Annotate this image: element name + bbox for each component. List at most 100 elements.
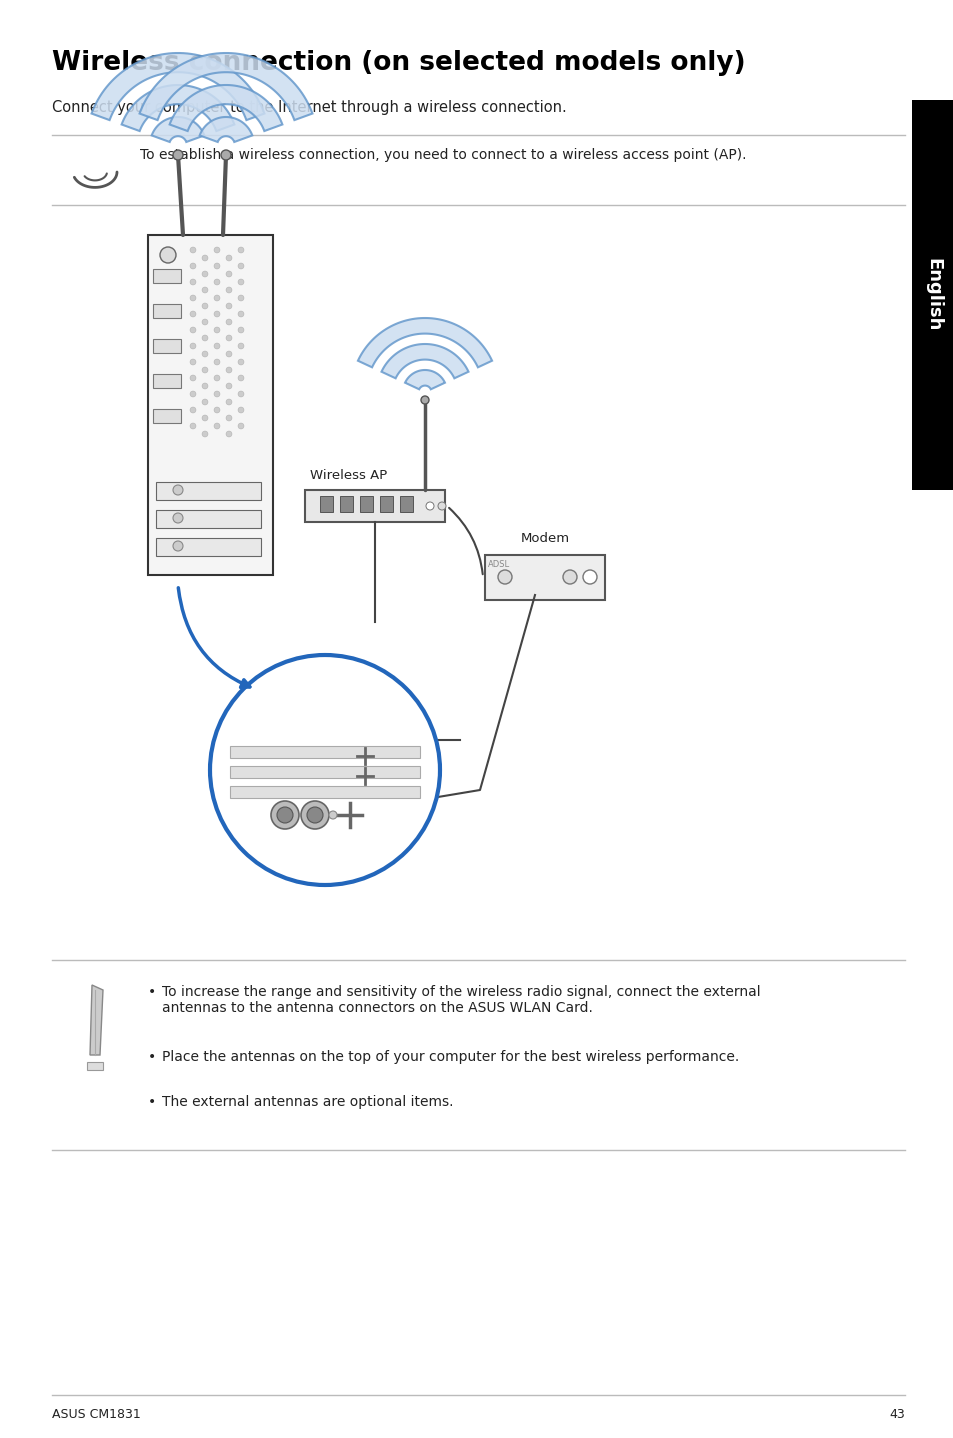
Polygon shape (405, 370, 444, 390)
Bar (156, 538, 261, 557)
Text: To increase the range and sensitivity of the wireless radio signal, connect the : To increase the range and sensitivity of… (162, 985, 760, 1015)
Circle shape (213, 391, 220, 397)
Bar (148, 234, 273, 575)
Circle shape (237, 295, 244, 301)
Text: Wireless connection (on selected models only): Wireless connection (on selected models … (52, 50, 745, 76)
Circle shape (226, 288, 232, 293)
Circle shape (237, 311, 244, 316)
Bar (484, 555, 604, 600)
Text: ADSL: ADSL (488, 559, 510, 569)
Bar (152, 374, 181, 388)
Bar (379, 496, 393, 512)
Circle shape (213, 279, 220, 285)
Circle shape (226, 335, 232, 341)
Circle shape (190, 360, 195, 365)
Circle shape (497, 569, 512, 584)
Circle shape (213, 295, 220, 301)
Circle shape (420, 395, 429, 404)
Circle shape (190, 263, 195, 269)
Circle shape (202, 367, 208, 372)
Circle shape (226, 398, 232, 406)
Circle shape (202, 270, 208, 278)
Bar (911, 101, 953, 490)
Circle shape (190, 279, 195, 285)
Bar (87, 1063, 103, 1070)
Circle shape (276, 807, 293, 823)
Polygon shape (121, 85, 234, 131)
Bar (339, 496, 353, 512)
Circle shape (210, 654, 439, 884)
Text: To establish a wireless connection, you need to connect to a wireless access poi: To establish a wireless connection, you … (140, 148, 745, 162)
Circle shape (226, 351, 232, 357)
Circle shape (213, 360, 220, 365)
Circle shape (202, 335, 208, 341)
Polygon shape (357, 318, 492, 367)
Bar (230, 766, 419, 778)
Text: 43: 43 (888, 1408, 904, 1422)
Circle shape (237, 344, 244, 349)
Bar (359, 496, 373, 512)
Circle shape (172, 150, 183, 160)
Circle shape (190, 375, 195, 381)
Circle shape (202, 255, 208, 262)
Text: ASUS CM1831: ASUS CM1831 (52, 1408, 141, 1422)
Circle shape (202, 319, 208, 325)
Text: Wireless AP: Wireless AP (310, 469, 387, 482)
Circle shape (190, 407, 195, 413)
Bar (152, 303, 181, 318)
Circle shape (190, 247, 195, 253)
Circle shape (172, 485, 183, 495)
Circle shape (172, 541, 183, 551)
Circle shape (190, 423, 195, 429)
Circle shape (237, 360, 244, 365)
Polygon shape (90, 985, 103, 1055)
Circle shape (202, 288, 208, 293)
Circle shape (213, 375, 220, 381)
Circle shape (307, 807, 323, 823)
Circle shape (213, 407, 220, 413)
Circle shape (226, 319, 232, 325)
Circle shape (237, 423, 244, 429)
Circle shape (202, 351, 208, 357)
Circle shape (172, 513, 183, 523)
Circle shape (226, 431, 232, 437)
Circle shape (301, 801, 329, 828)
Circle shape (213, 423, 220, 429)
Circle shape (437, 502, 446, 510)
Circle shape (190, 344, 195, 349)
Circle shape (226, 270, 232, 278)
Bar (152, 339, 181, 352)
Circle shape (271, 801, 298, 828)
Circle shape (237, 391, 244, 397)
Circle shape (562, 569, 577, 584)
Bar (305, 490, 444, 522)
Circle shape (213, 247, 220, 253)
Circle shape (190, 311, 195, 316)
Text: Modem: Modem (520, 532, 569, 545)
Circle shape (237, 279, 244, 285)
Circle shape (582, 569, 597, 584)
Circle shape (190, 391, 195, 397)
Circle shape (202, 383, 208, 390)
Polygon shape (381, 344, 468, 378)
Circle shape (213, 344, 220, 349)
Circle shape (213, 311, 220, 316)
Circle shape (226, 255, 232, 262)
Text: Connect your computer to the Internet through a wireless connection.: Connect your computer to the Internet th… (52, 101, 566, 115)
Bar (152, 408, 181, 423)
Circle shape (226, 367, 232, 372)
Circle shape (221, 150, 231, 160)
Circle shape (226, 303, 232, 309)
Polygon shape (139, 53, 313, 121)
Circle shape (202, 303, 208, 309)
Circle shape (202, 431, 208, 437)
Text: English: English (923, 259, 941, 332)
Bar (230, 787, 419, 798)
Bar (230, 746, 419, 758)
Circle shape (237, 326, 244, 334)
Text: •: • (148, 1094, 156, 1109)
Circle shape (226, 416, 232, 421)
Bar (156, 510, 261, 528)
Circle shape (202, 416, 208, 421)
Circle shape (237, 375, 244, 381)
